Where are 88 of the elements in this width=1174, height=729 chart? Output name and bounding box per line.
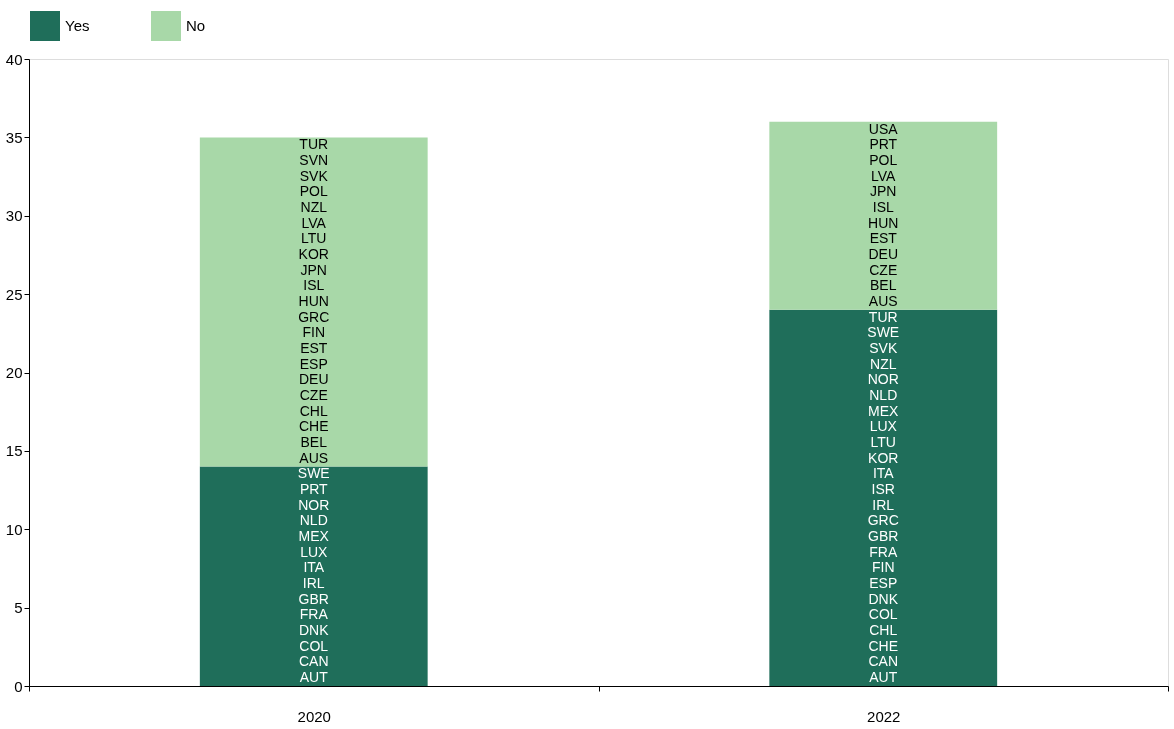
annotation: LVA (871, 167, 897, 184)
y-tick-label: 40 (5, 50, 23, 68)
annotation: LTU (301, 230, 327, 247)
annotation: LTU (870, 434, 896, 451)
annotation: CZE (299, 387, 328, 404)
legend-label: No (186, 17, 206, 34)
annotation: POL (869, 151, 898, 168)
annotation: TUR (299, 136, 329, 153)
legend-label: Yes (65, 17, 90, 34)
y-tick-label: 5 (14, 599, 23, 617)
annotation: POL (299, 183, 328, 200)
annotation: LUX (300, 543, 329, 560)
annotation: EST (869, 230, 898, 247)
annotation: CZE (869, 261, 898, 278)
bar (199, 137, 428, 467)
annotation: KOR (298, 245, 329, 262)
annotation: ISR (871, 481, 895, 498)
annotation: CAN (298, 653, 329, 670)
annotation: AUS (299, 449, 329, 466)
y-tick-label: 10 (5, 520, 23, 538)
annotation: JPN (300, 261, 327, 278)
annotation: ESP (869, 575, 898, 592)
annotation: FIN (871, 559, 895, 576)
annotation: CHE (868, 637, 899, 654)
annotation: ISL (303, 277, 325, 294)
annotation: HUN (868, 214, 899, 231)
annotation: GRC (867, 512, 899, 529)
y-tick-label: 30 (5, 207, 23, 225)
annotation: DNK (298, 622, 330, 639)
annotation: DEU (868, 245, 899, 262)
annotation: CAN (868, 653, 899, 670)
annotation: BEL (300, 434, 328, 451)
annotation: NOR (298, 496, 330, 513)
annotation: SVN (299, 151, 329, 168)
annotation: DNK (868, 590, 899, 607)
annotation: DEU (298, 371, 329, 388)
annotation: JPN (870, 183, 897, 200)
annotation: KOR (868, 449, 899, 466)
annotation: SVK (299, 167, 329, 184)
annotation: PRT (869, 136, 898, 153)
annotation: FRA (869, 543, 898, 560)
annotation: TUR (868, 308, 898, 325)
annotation: SWE (867, 324, 900, 341)
annotation: ESP (299, 355, 328, 372)
y-tick-label: 15 (5, 442, 23, 460)
annotation: COL (868, 606, 898, 623)
annotation: EST (300, 339, 328, 356)
annotation: ITA (303, 559, 325, 576)
annotation: MEX (298, 528, 330, 545)
annotation: NLD (299, 512, 328, 529)
annotation: USA (868, 120, 899, 137)
annotation: FIN (302, 324, 326, 341)
annotation: AUT (869, 669, 898, 686)
y-tick-label: 20 (5, 364, 23, 381)
annotation: SVK (869, 339, 898, 356)
annotation: NLD (869, 387, 898, 404)
annotation: AUS (868, 292, 898, 309)
annotation: NZL (300, 198, 328, 215)
annotation: BEL (870, 277, 897, 294)
annotation: HUN (298, 292, 329, 309)
annotation: CHL (299, 402, 328, 419)
annotation: ITA (872, 465, 895, 482)
bar (769, 309, 998, 686)
annotation: SWE (297, 465, 330, 482)
annotation: COL (299, 637, 329, 654)
annotation: NZL (870, 355, 897, 372)
annotation: LUX (869, 418, 898, 435)
annotation: CHL (869, 622, 898, 639)
annotation: AUT (299, 669, 329, 686)
annotation: GBR (298, 590, 329, 607)
x-tick-label: 2020 (297, 707, 331, 725)
annotation: GRC (298, 308, 330, 325)
y-tick-label: 25 (5, 285, 23, 303)
x-tick-label: 2022 (867, 707, 901, 725)
annotation: IRL (872, 496, 895, 513)
bar (769, 121, 998, 310)
annotation: PRT (299, 481, 329, 498)
y-tick-label: 0 (14, 677, 23, 695)
annotation: IRL (302, 575, 325, 592)
annotation: GBR (868, 528, 899, 545)
annotation: NOR (867, 371, 899, 388)
y-tick-label: 35 (5, 128, 23, 146)
annotation: LVA (301, 214, 327, 231)
annotation: FRA (299, 606, 329, 623)
annotation: ISL (872, 198, 894, 215)
annotation: CHE (298, 418, 329, 435)
bar (199, 466, 428, 686)
annotation: MEX (868, 402, 900, 419)
